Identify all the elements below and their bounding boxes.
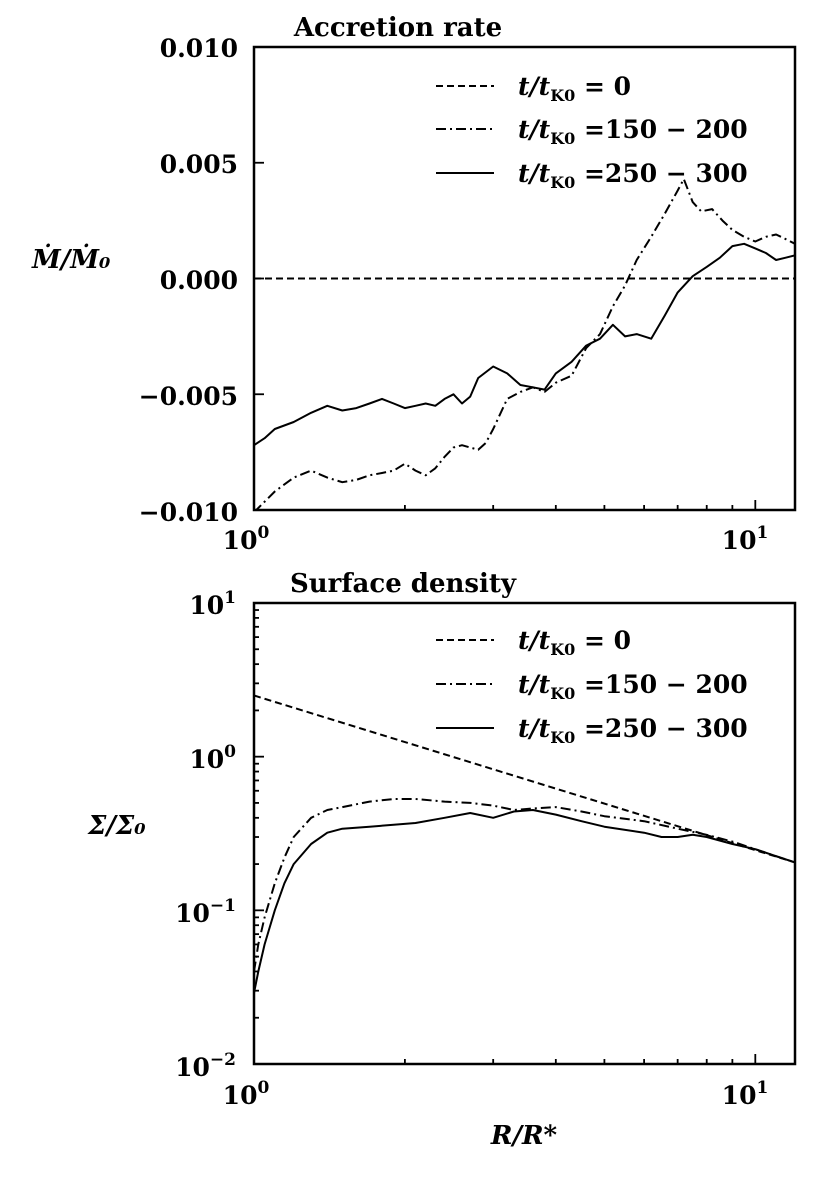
series-line-solid — [254, 242, 795, 447]
surface-density-panel: Surface density 101 100 10−1 10−2 100 10… — [87, 569, 797, 1151]
ytick-label: 10−1 — [175, 896, 236, 928]
ytick-label: 0.005 — [160, 150, 238, 179]
xtick-label-10: 101 — [722, 1078, 769, 1110]
surface-density-ytick-labels: 101 100 10−1 10−2 — [175, 588, 236, 1082]
surface-density-xtick-labels: 100 101 — [223, 1078, 769, 1110]
accretion-title: Accretion rate — [293, 13, 502, 43]
ytick-label: −0.005 — [139, 382, 238, 411]
surface-density-title: Surface density — [290, 569, 517, 599]
legend-label: t/tK0 = 0 — [518, 72, 631, 105]
legend-label: t/tK0 =250 − 300 — [518, 714, 748, 747]
accretion-xtick-labels: 100 101 — [223, 523, 769, 555]
surface-density-series-group — [254, 694, 795, 994]
series-line-dashdot — [254, 798, 795, 972]
ytick-label: −0.010 — [139, 498, 238, 527]
accretion-legend: t/tK0 = 0 t/tK0 =150 − 200 t/tK0 =250 − … — [436, 72, 748, 192]
legend-label: t/tK0 =150 − 200 — [518, 115, 748, 148]
surface-density-ylabel: Σ/Σ₀ — [87, 811, 146, 841]
ytick-label: 10−2 — [175, 1050, 236, 1082]
legend-label: t/tK0 = 0 — [518, 626, 631, 659]
series-line-solid — [254, 809, 795, 994]
series-line-dashed — [254, 694, 795, 864]
xtick-label-10: 101 — [722, 523, 769, 555]
surface-density-legend: t/tK0 = 0 t/tK0 =150 − 200 t/tK0 =250 − … — [436, 626, 748, 747]
legend-label: t/tK0 =250 − 300 — [518, 159, 748, 192]
surface-density-xlabel: R/R* — [490, 1121, 558, 1151]
ytick-label: 100 — [189, 742, 236, 774]
accretion-axes-frame — [252, 45, 797, 512]
accretion-ytick-labels: 0.010 0.005 0.000 −0.005 −0.010 — [139, 34, 238, 527]
xtick-label-1: 100 — [223, 1078, 270, 1110]
legend-label: t/tK0 =150 − 200 — [518, 670, 748, 703]
series-line-dashdot — [254, 178, 795, 510]
ytick-label: 0.000 — [160, 266, 238, 295]
accretion-rate-panel: Accretion rate 0.010 0.005 0.000 −0.005 … — [31, 13, 797, 555]
ytick-label: 0.010 — [160, 34, 238, 63]
surface-density-axes-frame — [252, 601, 797, 1066]
ytick-label: 101 — [189, 588, 236, 620]
accretion-series-group — [254, 178, 795, 510]
xtick-label-1: 100 — [223, 523, 270, 555]
accretion-ylabel: Ṁ/Ṁ₀ — [31, 243, 111, 275]
